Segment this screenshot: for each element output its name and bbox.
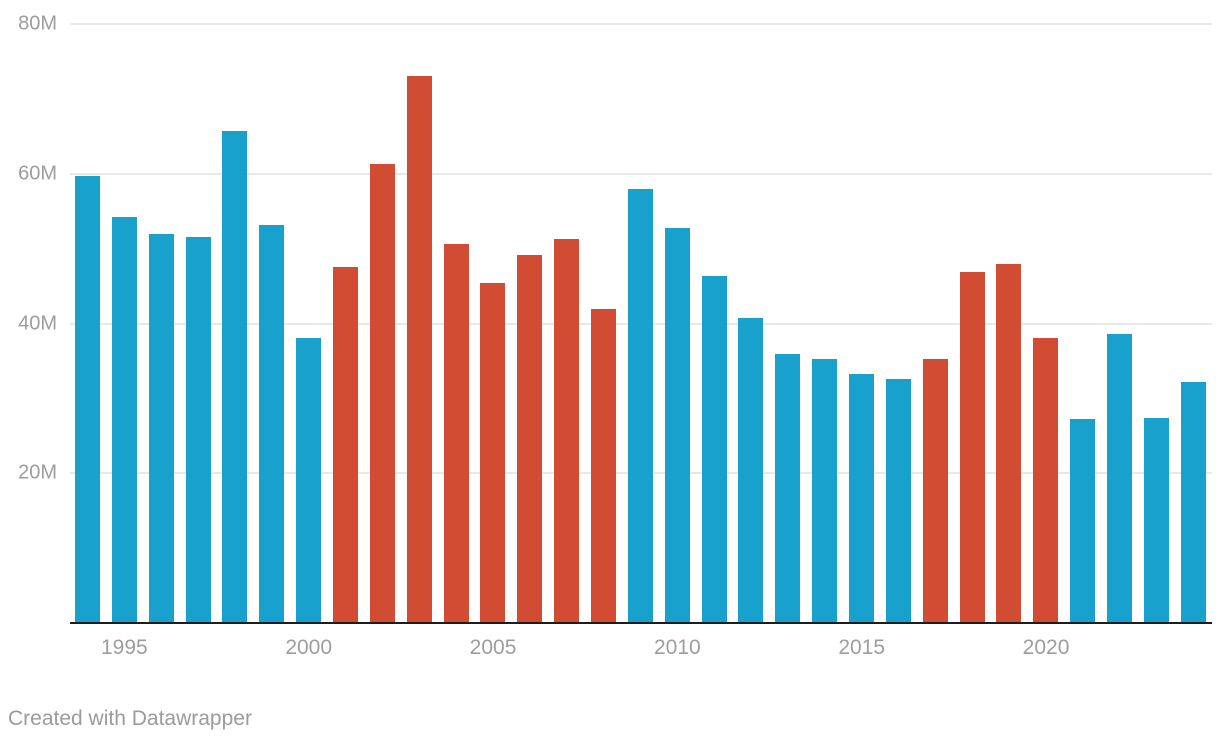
bar-2003[interactable]	[406, 76, 432, 623]
bar-2021[interactable]	[1070, 418, 1096, 623]
bar-2010[interactable]	[664, 228, 690, 623]
bar-1995[interactable]	[111, 217, 137, 623]
gridline-80	[70, 23, 1212, 25]
bar-2011[interactable]	[701, 275, 727, 623]
bar-2024[interactable]	[1180, 381, 1206, 623]
x-axis-labels: 1995 2000 2005 2010 2015 2020	[70, 636, 1212, 666]
bar-2007[interactable]	[554, 238, 580, 623]
x-tick-label-2000: 2000	[285, 636, 333, 659]
bar-2015[interactable]	[849, 373, 875, 623]
x-tick-label-2015: 2015	[838, 636, 886, 659]
x-tick-label-1995: 1995	[101, 636, 148, 659]
bar-2023[interactable]	[1143, 417, 1169, 623]
x-tick-label-2005: 2005	[469, 636, 517, 659]
bar-2000[interactable]	[296, 338, 322, 623]
bar-2014[interactable]	[812, 358, 838, 623]
x-axis-line	[70, 622, 1212, 624]
y-tick-label: 80M	[18, 12, 57, 35]
bar-2019[interactable]	[996, 264, 1022, 623]
y-tick-label: 40M	[18, 312, 57, 334]
y-tick-label: 20M	[18, 461, 57, 484]
y-axis-labels: 80M 60M 40M 20M	[0, 13, 57, 623]
bar-2001[interactable]	[333, 267, 359, 623]
bar-2012[interactable]	[738, 317, 764, 623]
bar-2020[interactable]	[1033, 338, 1059, 623]
datawrapper-attribution-link[interactable]: Created with Datawrapper	[8, 707, 252, 730]
bar-2018[interactable]	[959, 271, 985, 623]
bar-1998[interactable]	[222, 131, 248, 623]
bar-2013[interactable]	[775, 354, 801, 623]
bar-1999[interactable]	[259, 225, 285, 623]
bar-2004[interactable]	[443, 244, 469, 623]
bar-1996[interactable]	[148, 234, 174, 623]
bar-2022[interactable]	[1107, 333, 1133, 623]
bar-2016[interactable]	[885, 378, 911, 623]
bars	[70, 24, 1212, 623]
bar-1997[interactable]	[185, 237, 211, 623]
x-tick-label-2020: 2020	[1022, 636, 1070, 659]
bar-2008[interactable]	[591, 308, 617, 623]
gridline-60	[70, 172, 1212, 175]
bar-2005[interactable]	[480, 283, 506, 623]
bar-2009[interactable]	[627, 188, 653, 623]
y-tick-label: 60M	[18, 162, 57, 185]
plot-area	[70, 23, 1212, 623]
x-tick-label-2010: 2010	[654, 636, 701, 659]
bar-2006[interactable]	[517, 254, 543, 623]
bar-2002[interactable]	[369, 164, 395, 623]
bar-1994[interactable]	[75, 176, 100, 623]
bar-2017[interactable]	[922, 359, 948, 623]
